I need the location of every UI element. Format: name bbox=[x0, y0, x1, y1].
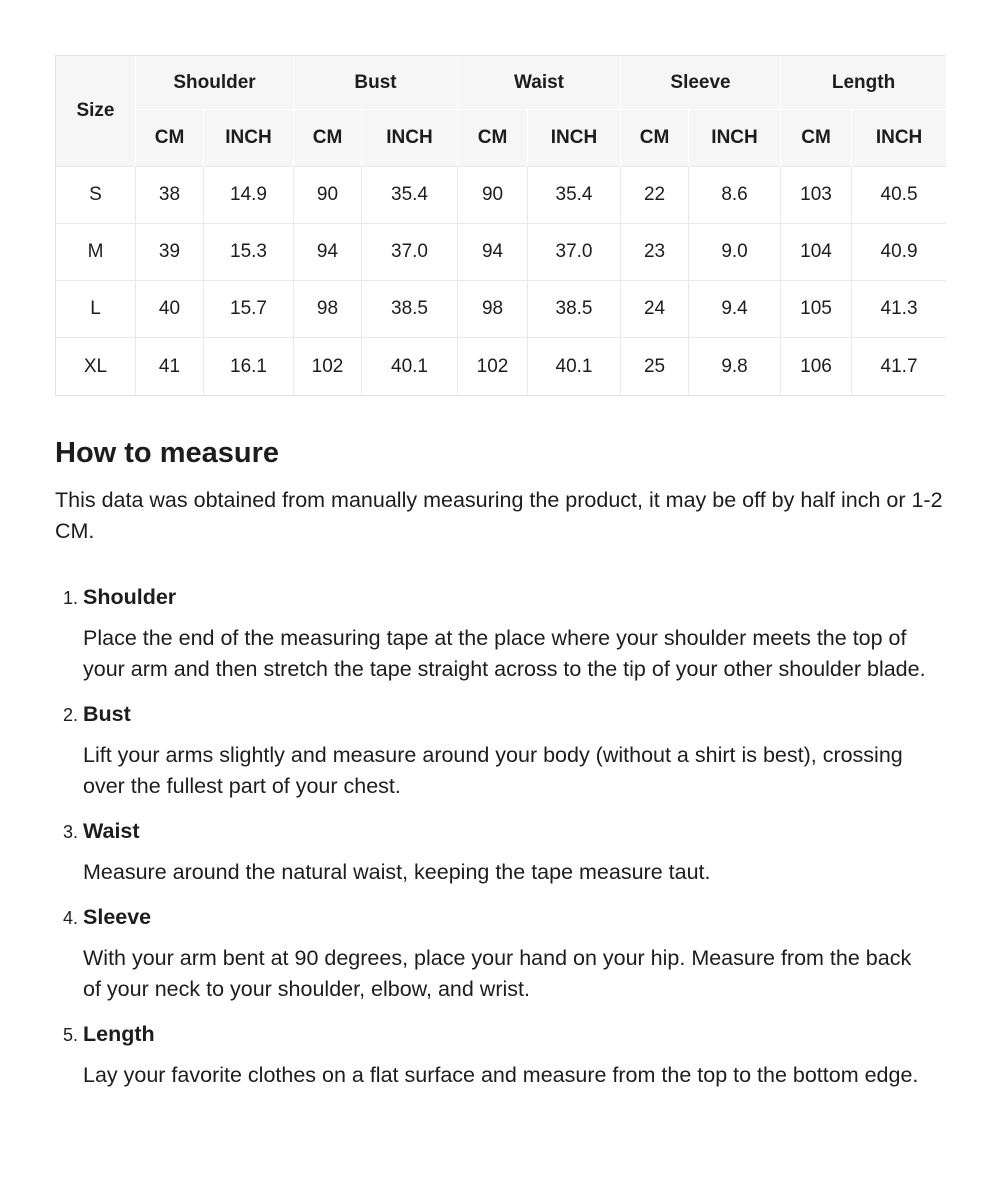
measurement-cell: 25 bbox=[621, 338, 690, 395]
size-value-cell: L bbox=[56, 281, 136, 338]
waist-column-header: Waist bbox=[458, 56, 622, 110]
measure-step-waist: Waist Measure around the natural waist, … bbox=[83, 816, 933, 888]
measurement-cell: 23 bbox=[621, 224, 690, 281]
measurement-cell: 37.0 bbox=[528, 224, 622, 281]
unit-header: INCH bbox=[204, 110, 294, 167]
measurement-cell: 37.0 bbox=[362, 224, 459, 281]
measurement-cell: 104 bbox=[781, 224, 853, 281]
measurement-cell: 41.7 bbox=[852, 338, 947, 395]
unit-header: CM bbox=[294, 110, 362, 167]
measurement-cell: 8.6 bbox=[689, 167, 782, 224]
unit-header: CM bbox=[136, 110, 204, 167]
measurement-cell: 22 bbox=[621, 167, 690, 224]
measurement-cell: 90 bbox=[458, 167, 529, 224]
measurement-cell: 9.4 bbox=[689, 281, 782, 338]
measurement-cell: 98 bbox=[458, 281, 529, 338]
measurement-cell: 16.1 bbox=[204, 338, 294, 395]
measure-step-length: Length Lay your favorite clothes on a fl… bbox=[83, 1019, 933, 1091]
measurement-cell: 94 bbox=[458, 224, 529, 281]
step-title: Sleeve bbox=[83, 905, 152, 930]
table-row-l: L 40 15.7 98 38.5 98 38.5 24 9.4 105 41.… bbox=[56, 281, 947, 338]
measure-step-bust: Bust Lift your arms slightly and measure… bbox=[83, 699, 933, 802]
unit-header-row: CM INCH CM INCH CM INCH CM INCH CM INCH bbox=[56, 110, 947, 167]
table-row-xl: XL 41 16.1 102 40.1 102 40.1 25 9.8 106 … bbox=[56, 338, 947, 395]
measurement-cell: 39 bbox=[136, 224, 204, 281]
measure-step-sleeve: Sleeve With your arm bent at 90 degrees,… bbox=[83, 902, 933, 1005]
measurement-cell: 15.7 bbox=[204, 281, 294, 338]
size-value-cell: M bbox=[56, 224, 136, 281]
unit-header: CM bbox=[621, 110, 690, 167]
measurement-cell: 35.4 bbox=[362, 167, 459, 224]
step-description: Lay your favorite clothes on a flat surf… bbox=[83, 1063, 919, 1088]
shoulder-column-header: Shoulder bbox=[136, 56, 294, 110]
unit-header: INCH bbox=[852, 110, 947, 167]
measurement-cell: 9.8 bbox=[689, 338, 782, 395]
measurement-cell: 9.0 bbox=[689, 224, 782, 281]
length-column-header: Length bbox=[781, 56, 947, 110]
size-chart-table-wrapper: Size Shoulder Bust Waist Sleeve Length C… bbox=[55, 55, 947, 396]
unit-header: INCH bbox=[528, 110, 622, 167]
measurement-cell: 35.4 bbox=[528, 167, 622, 224]
measurement-cell: 38.5 bbox=[528, 281, 622, 338]
measure-steps-list: Shoulder Place the end of the measuring … bbox=[55, 582, 933, 1091]
measurement-cell: 98 bbox=[294, 281, 362, 338]
measurement-cell: 41.3 bbox=[852, 281, 947, 338]
table-row-m: M 39 15.3 94 37.0 94 37.0 23 9.0 104 40.… bbox=[56, 224, 947, 281]
measurement-cell: 38.5 bbox=[362, 281, 459, 338]
measurement-cell: 106 bbox=[781, 338, 853, 395]
size-chart-table: Size Shoulder Bust Waist Sleeve Length C… bbox=[56, 56, 947, 395]
step-description: Measure around the natural waist, keepin… bbox=[83, 860, 711, 885]
measurement-cell: 102 bbox=[294, 338, 362, 395]
step-title: Shoulder bbox=[83, 585, 177, 610]
size-value-cell: XL bbox=[56, 338, 136, 395]
measure-disclaimer-text: This data was obtained from manually mea… bbox=[55, 488, 943, 544]
measurement-cell: 15.3 bbox=[204, 224, 294, 281]
measurement-cell: 103 bbox=[781, 167, 853, 224]
measurement-cell: 41 bbox=[136, 338, 204, 395]
unit-header: INCH bbox=[362, 110, 459, 167]
size-chart-body: S 38 14.9 90 35.4 90 35.4 22 8.6 103 40.… bbox=[56, 167, 947, 395]
step-title: Length bbox=[83, 1022, 155, 1047]
step-title: Waist bbox=[83, 819, 140, 844]
size-value-cell: S bbox=[56, 167, 136, 224]
step-description: Place the end of the measuring tape at t… bbox=[83, 626, 926, 682]
step-description: With your arm bent at 90 degrees, place … bbox=[83, 946, 912, 1002]
table-row-s: S 38 14.9 90 35.4 90 35.4 22 8.6 103 40.… bbox=[56, 167, 947, 224]
measurement-cell: 14.9 bbox=[204, 167, 294, 224]
measurement-cell: 105 bbox=[781, 281, 853, 338]
measurement-cell: 40 bbox=[136, 281, 204, 338]
step-description: Lift your arms slightly and measure arou… bbox=[83, 743, 903, 799]
measurement-cell: 94 bbox=[294, 224, 362, 281]
measurement-cell: 40.9 bbox=[852, 224, 947, 281]
size-chart-header: Size Shoulder Bust Waist Sleeve Length C… bbox=[56, 56, 947, 167]
size-column-header: Size bbox=[56, 56, 136, 167]
measurement-cell: 40.5 bbox=[852, 167, 947, 224]
how-to-measure-heading: How to measure bbox=[55, 437, 279, 469]
measurement-cell: 24 bbox=[621, 281, 690, 338]
unit-header: INCH bbox=[689, 110, 782, 167]
measurement-cell: 102 bbox=[458, 338, 529, 395]
unit-header: CM bbox=[781, 110, 853, 167]
step-title: Bust bbox=[83, 702, 131, 727]
group-header-row: Size Shoulder Bust Waist Sleeve Length bbox=[56, 56, 947, 167]
size-guide-page: Size Shoulder Bust Waist Sleeve Length C… bbox=[0, 0, 1000, 1145]
measurement-cell: 38 bbox=[136, 167, 204, 224]
measurement-cell: 40.1 bbox=[528, 338, 622, 395]
unit-header: CM bbox=[458, 110, 529, 167]
measure-step-shoulder: Shoulder Place the end of the measuring … bbox=[83, 582, 933, 685]
measurement-cell: 90 bbox=[294, 167, 362, 224]
measurement-cell: 40.1 bbox=[362, 338, 459, 395]
sleeve-column-header: Sleeve bbox=[621, 56, 782, 110]
bust-column-header: Bust bbox=[294, 56, 459, 110]
